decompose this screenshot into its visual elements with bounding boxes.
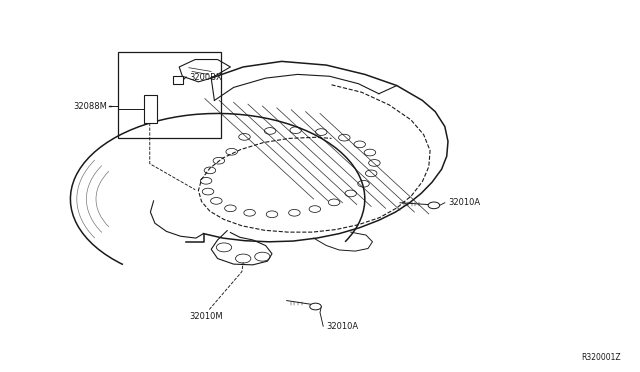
Text: 3200BX: 3200BX [189, 73, 222, 81]
Bar [173, 76, 183, 84]
Bar [144, 95, 157, 123]
Text: 32010A: 32010A [448, 198, 480, 207]
Text: 32010M: 32010M [189, 312, 223, 321]
Circle shape [310, 303, 321, 310]
Circle shape [428, 202, 440, 209]
Text: R320001Z: R320001Z [581, 353, 621, 362]
Bar [118, 52, 221, 138]
Text: 32088M: 32088M [74, 102, 108, 110]
Text: 32010A: 32010A [326, 322, 358, 331]
